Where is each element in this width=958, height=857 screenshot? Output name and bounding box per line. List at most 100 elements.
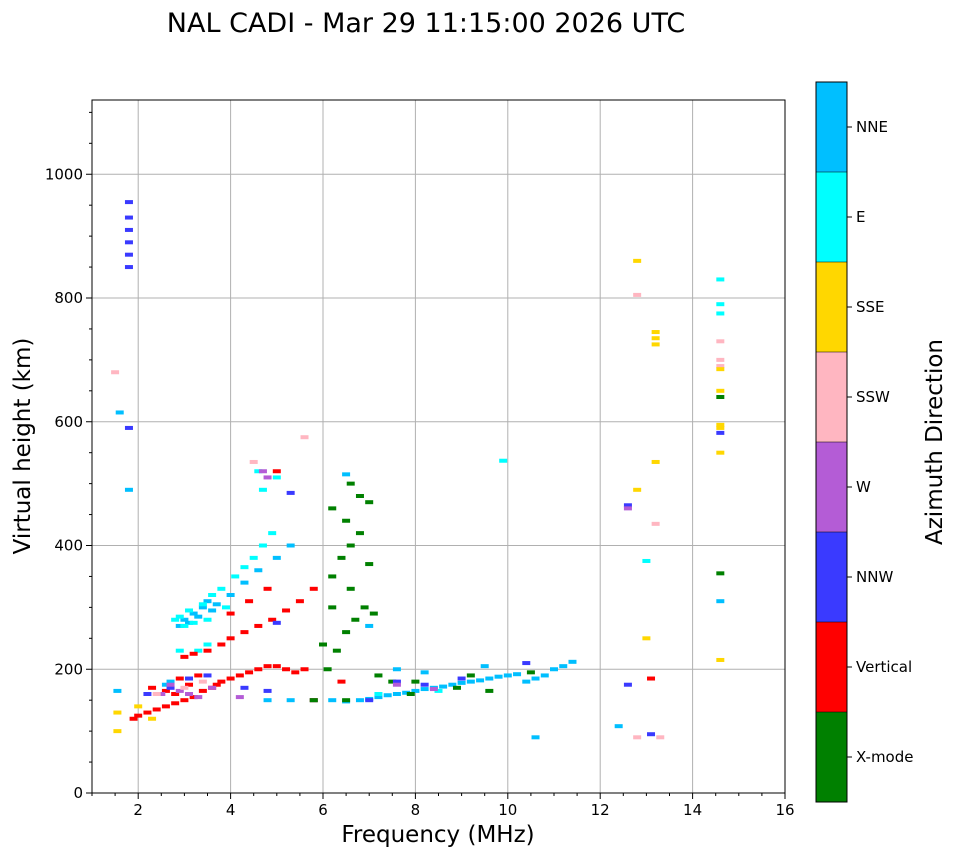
echo-point (157, 692, 166, 696)
echo-point (633, 487, 642, 492)
echo-point (716, 277, 725, 282)
echo-point (111, 370, 120, 375)
echo-point (392, 692, 401, 696)
echo-point (522, 661, 531, 666)
echo-point (614, 724, 623, 729)
echo-point (365, 623, 374, 628)
echo-point (143, 710, 152, 715)
series-ssw (111, 292, 725, 740)
echo-point (716, 425, 725, 430)
echo-point (337, 679, 346, 684)
echo-point (180, 654, 189, 659)
echo-point (161, 688, 170, 693)
echo-point (369, 611, 378, 616)
colorbar-label-w: W (856, 478, 871, 496)
echo-point (716, 430, 725, 435)
echo-point (457, 680, 466, 685)
echo-point (337, 555, 346, 560)
echo-point (189, 651, 198, 656)
echo-point (716, 302, 725, 307)
echo-point (355, 494, 364, 498)
echo-point (365, 562, 374, 567)
echo-point (342, 472, 351, 477)
echo-point (568, 659, 577, 664)
echo-point (526, 670, 535, 675)
echo-point (291, 670, 300, 675)
echo-point (651, 342, 660, 347)
echo-point (124, 265, 133, 270)
echo-point (531, 735, 540, 740)
echo-point (319, 642, 327, 647)
echo-point (198, 679, 207, 684)
series-e (171, 277, 725, 696)
echo-point (351, 617, 360, 622)
echo-point (434, 688, 443, 693)
colorbar-swatch (816, 712, 847, 802)
colorbar-label-e: E (856, 208, 865, 226)
y-tick-label: 200 (54, 660, 83, 678)
echo-point (217, 586, 226, 591)
echo-point (457, 676, 466, 681)
echo-point (716, 422, 725, 427)
echo-point (328, 605, 337, 610)
echo-point (309, 586, 318, 591)
plot-background (92, 100, 785, 793)
echo-point (360, 605, 369, 610)
echo-point (235, 695, 244, 700)
echo-point (263, 475, 272, 480)
colorbar-label-nne: NNE (856, 118, 888, 136)
echo-point (550, 667, 558, 672)
echo-point (221, 605, 230, 610)
colorbar-swatch (816, 172, 847, 262)
echo-point (346, 543, 355, 548)
echo-point (300, 667, 309, 672)
echo-point (323, 667, 332, 672)
echo-point (185, 676, 194, 681)
echo-point (300, 435, 309, 440)
echo-point (513, 672, 522, 677)
echo-point (540, 673, 549, 678)
echo-point (466, 673, 475, 678)
y-axis: 0 200 400 600 800 1000 (45, 111, 92, 802)
echo-point (411, 688, 420, 693)
echo-point (420, 682, 429, 687)
echo-point (208, 593, 217, 597)
echo-point (180, 617, 189, 622)
echo-point (245, 670, 254, 675)
echo-point (365, 500, 374, 505)
echo-point (272, 664, 281, 669)
echo-point (295, 599, 304, 604)
echo-point (716, 571, 725, 576)
echo-point (342, 630, 351, 635)
echo-point (212, 682, 221, 687)
colorbar-frame (815, 81, 848, 803)
echo-point (651, 330, 660, 335)
echo-point (180, 698, 189, 703)
echo-point (716, 450, 725, 455)
x-tick-label: 2 (133, 801, 143, 819)
echo-point (180, 685, 189, 690)
echo-point (203, 642, 212, 647)
echo-point (249, 459, 258, 464)
echo-point (272, 469, 281, 474)
colorbar-label-x-mode: X-mode (856, 748, 913, 766)
echo-point (420, 670, 429, 675)
echo-point (226, 593, 235, 597)
echo-point (124, 487, 133, 492)
echo-point (152, 707, 161, 712)
echo-point (180, 623, 189, 628)
echo-point (208, 608, 217, 613)
echo-point (263, 664, 272, 669)
series-x-mode (309, 395, 725, 703)
echo-point (642, 636, 651, 641)
echo-point (286, 543, 295, 548)
echo-point (466, 679, 475, 684)
echo-point (429, 687, 438, 692)
echo-point (355, 531, 364, 536)
echo-point (383, 693, 392, 698)
y-tick-label: 600 (54, 413, 83, 431)
echo-point (203, 599, 212, 604)
echo-point (346, 481, 355, 486)
colorbar-swatch (816, 352, 847, 442)
